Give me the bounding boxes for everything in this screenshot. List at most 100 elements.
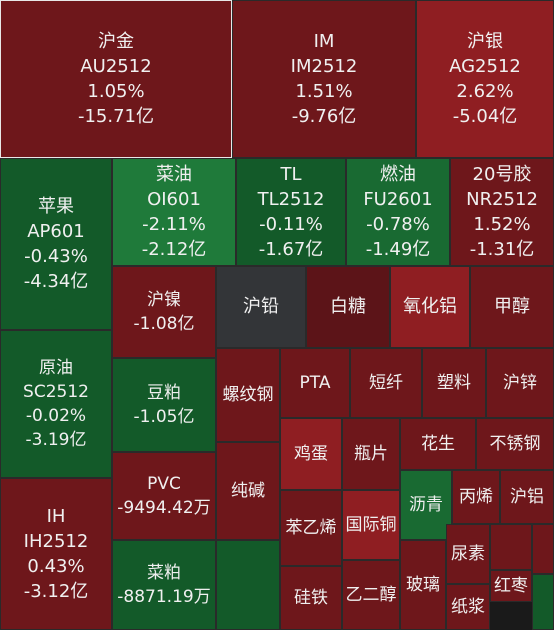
tile-flow: -1.08亿 <box>133 314 195 334</box>
tile-name: 苯乙烯 <box>285 518 337 538</box>
treemap-tile[interactable]: 白糖 <box>306 266 390 348</box>
treemap-tile[interactable]: 燃油 FU2601 -0.78% -1.49亿 <box>346 158 450 266</box>
treemap-tile[interactable]: 苯乙烯 <box>280 490 342 566</box>
treemap-tile[interactable]: PVC -9494.42万 <box>112 452 216 540</box>
tile-name: 短纤 <box>369 373 403 393</box>
treemap-tile[interactable]: 瓶片 <box>342 418 400 490</box>
treemap-tile[interactable]: 红枣 <box>490 570 532 602</box>
tile-name: 菜粕 <box>147 563 181 583</box>
treemap-tile[interactable]: 尿素 <box>446 524 490 584</box>
tile-name: 苹果 <box>38 196 74 217</box>
treemap-tile[interactable]: 塑料 <box>422 348 486 418</box>
treemap-tile[interactable]: 鸡蛋 <box>280 418 342 490</box>
treemap-tile[interactable]: 沥青 <box>400 470 452 540</box>
treemap-tile[interactable] <box>532 574 554 630</box>
tile-name: PVC <box>147 474 181 494</box>
tile-name: 沪铅 <box>243 296 279 317</box>
treemap-tile[interactable]: TL TL2512 -0.11% -1.67亿 <box>236 158 346 266</box>
tile-name: 沪银 <box>467 31 503 52</box>
treemap-tile[interactable]: 沪银 AG2512 2.62% -5.04亿 <box>416 0 554 158</box>
treemap-tile[interactable]: IM IM2512 1.51% -9.76亿 <box>232 0 416 158</box>
tile-name: 沪镍 <box>147 290 181 310</box>
tile-name: 菜油 <box>156 164 192 185</box>
treemap-tile[interactable] <box>490 524 532 570</box>
treemap-tile[interactable]: 20号胶 NR2512 1.52% -1.31亿 <box>450 158 554 266</box>
tile-flow: -9.76亿 <box>291 106 357 127</box>
treemap-tile[interactable]: 沪锌 <box>486 348 554 418</box>
tile-name: 沪金 <box>98 31 134 52</box>
tile-name: IM <box>313 31 335 52</box>
treemap-tile[interactable]: 短纤 <box>350 348 422 418</box>
treemap-tile[interactable]: 豆粕 -1.05亿 <box>112 358 216 452</box>
tile-name: 鸡蛋 <box>294 444 328 464</box>
tile-flow: -5.04亿 <box>452 106 518 127</box>
treemap-tile[interactable]: 纯碱 <box>216 442 280 540</box>
tile-change: 2.62% <box>456 81 514 102</box>
tile-name: 国际铜 <box>345 515 397 535</box>
treemap-tile[interactable]: 沪铝 <box>500 470 554 524</box>
tile-name: 甲醇 <box>494 296 530 317</box>
tile-name: 燃油 <box>380 164 416 185</box>
tile-name: 尿素 <box>451 544 485 564</box>
tile-flow: -3.19亿 <box>25 430 87 450</box>
tile-change: 1.05% <box>87 81 145 102</box>
treemap-tile[interactable]: IH IH2512 0.43% -3.12亿 <box>0 478 112 630</box>
tile-flow: -2.12亿 <box>141 239 207 260</box>
tile-name: 丙烯 <box>459 487 493 507</box>
tile-name: 豆粕 <box>147 383 181 403</box>
tile-name: 乙二醇 <box>345 585 397 605</box>
treemap-tile[interactable]: 硅铁 <box>280 566 342 630</box>
treemap-tile[interactable] <box>216 540 280 630</box>
tile-name: 原油 <box>39 358 73 378</box>
tile-name: 沪铝 <box>510 487 544 507</box>
tile-change: 1.51% <box>295 81 353 102</box>
tile-code: NR2512 <box>466 189 538 210</box>
tile-name: 不锈钢 <box>489 434 541 454</box>
treemap-tile[interactable]: 氧化铝 <box>390 266 470 348</box>
tile-code: AP601 <box>27 221 85 242</box>
treemap-tile[interactable]: 花生 <box>400 418 476 470</box>
treemap-tile[interactable] <box>532 524 554 574</box>
tile-name: 20号胶 <box>472 164 532 185</box>
tile-code: OI601 <box>147 189 201 210</box>
tile-name: 花生 <box>421 434 455 454</box>
treemap-tile[interactable]: 不锈钢 <box>476 418 554 470</box>
treemap-tile[interactable]: 螺纹钢 <box>216 348 280 442</box>
tile-name: 红枣 <box>494 576 528 596</box>
tile-flow: -9494.42万 <box>117 498 211 518</box>
treemap-tile[interactable]: 沪金 AU2512 1.05% -15.71亿 <box>0 0 232 158</box>
tile-name: 玻璃 <box>406 575 440 595</box>
tile-name: 螺纹钢 <box>222 385 274 405</box>
tile-name: 塑料 <box>437 373 471 393</box>
tile-name: 纸浆 <box>451 597 485 617</box>
tile-name: 瓶片 <box>354 444 388 464</box>
treemap-tile[interactable]: 沪铅 <box>216 266 306 348</box>
tile-name: 沥青 <box>409 495 443 515</box>
treemap-tile[interactable]: 纸浆 <box>446 584 490 630</box>
tile-flow: -1.49亿 <box>365 239 431 260</box>
tile-name: 纯碱 <box>231 481 265 501</box>
treemap-tile[interactable]: 丙烯 <box>452 470 500 524</box>
treemap-tile[interactable]: 甲醇 <box>470 266 554 348</box>
treemap-tile[interactable]: 原油 SC2512 -0.02% -3.19亿 <box>0 330 112 478</box>
tile-flow: -1.05亿 <box>133 407 195 427</box>
tile-code: TL2512 <box>257 189 325 210</box>
tile-code: IM2512 <box>290 56 358 77</box>
treemap-tile[interactable]: 乙二醇 <box>342 560 400 630</box>
treemap-tile[interactable]: 国际铜 <box>342 490 400 560</box>
tile-change: 1.52% <box>473 214 531 235</box>
tile-name: 沪锌 <box>503 373 537 393</box>
tile-name: 氧化铝 <box>403 296 457 317</box>
tile-flow: -3.12亿 <box>23 581 89 602</box>
treemap-tile[interactable]: 玻璃 <box>400 540 446 630</box>
tile-flow: -1.67亿 <box>258 239 324 260</box>
tile-code: AU2512 <box>80 56 152 77</box>
treemap-tile[interactable]: 菜粕 -8871.19万 <box>112 540 216 630</box>
treemap-tile[interactable]: 苹果 AP601 -0.43% -4.34亿 <box>0 158 112 330</box>
treemap-tile[interactable]: 沪镍 -1.08亿 <box>112 266 216 358</box>
treemap-tile[interactable]: PTA <box>280 348 350 418</box>
tile-change: -0.43% <box>24 246 88 267</box>
treemap-tile[interactable]: 菜油 OI601 -2.11% -2.12亿 <box>112 158 236 266</box>
tile-change: -0.02% <box>25 406 87 426</box>
